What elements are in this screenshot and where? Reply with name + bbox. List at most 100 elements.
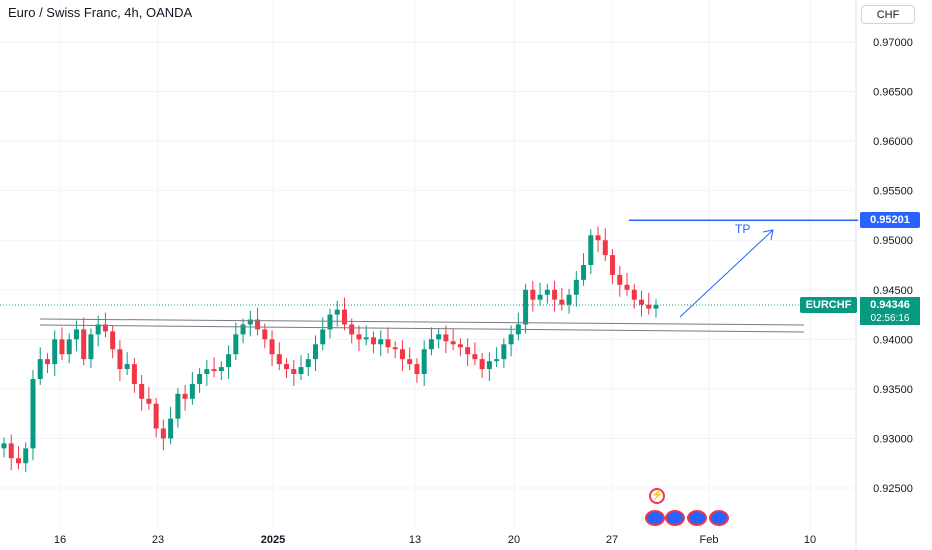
- dividend-event-icon[interactable]: [687, 510, 707, 526]
- candle-body: [44, 359, 50, 365]
- y-tick-label: 0.97000: [873, 37, 913, 49]
- candle-body: [262, 329, 268, 340]
- symbol-tag: EURCHF: [800, 297, 857, 313]
- candle-body: [602, 240, 608, 256]
- x-tick-label: 16: [54, 534, 66, 546]
- candle-body: [146, 398, 152, 404]
- candle-body: [544, 289, 550, 295]
- candle-body: [284, 364, 290, 370]
- y-tick-label: 0.95000: [873, 235, 913, 247]
- candle-body: [421, 349, 427, 375]
- time-axis[interactable]: 16 23 2025 13 20 27 Feb 10: [54, 534, 816, 546]
- candle-body: [385, 339, 391, 348]
- candle-body: [552, 289, 558, 300]
- support-line-lower: [39, 324, 805, 333]
- x-tick-label: 20: [508, 534, 520, 546]
- candle-body: [15, 458, 21, 464]
- candle-body: [530, 289, 536, 300]
- candle-body: [595, 235, 601, 241]
- x-tick-label: Feb: [700, 534, 719, 546]
- candle-body: [88, 334, 94, 360]
- candle-body: [226, 354, 232, 368]
- x-tick-label: 27: [606, 534, 618, 546]
- y-tick-label: 0.94500: [873, 285, 913, 297]
- candle-body: [276, 354, 282, 365]
- candle-body: [443, 334, 449, 342]
- candle-body: [631, 289, 637, 300]
- candle-body: [610, 255, 616, 275]
- candle-body: [581, 265, 587, 280]
- candle-body: [117, 349, 123, 370]
- candle-body: [508, 334, 514, 345]
- candle-body: [81, 329, 87, 360]
- candle-body: [291, 369, 297, 375]
- candle-body: [131, 364, 137, 384]
- candle-body: [298, 367, 304, 375]
- candle-body: [189, 383, 195, 399]
- candle-body: [486, 361, 492, 370]
- candle-body: [102, 324, 108, 332]
- dividend-event-icon[interactable]: [709, 510, 729, 526]
- chart-title: Euro / Swiss Franc, 4h, OANDA: [8, 5, 193, 20]
- flash-event-icon[interactable]: ⚡: [649, 488, 665, 504]
- candle-body: [428, 339, 434, 350]
- candle-body: [559, 299, 565, 305]
- candle-body: [465, 347, 471, 355]
- candle-body: [1, 443, 7, 449]
- candle-body: [218, 367, 224, 372]
- candle-body: [472, 354, 478, 360]
- candle-body: [653, 305, 659, 309]
- candle-body: [624, 284, 630, 290]
- candle-body: [378, 339, 384, 345]
- candle-body: [204, 369, 210, 375]
- candle-body: [52, 339, 58, 365]
- candle-body: [182, 393, 188, 399]
- y-tick-label: 0.95500: [873, 186, 913, 198]
- y-tick-label: 0.92500: [873, 483, 913, 495]
- currency-button[interactable]: CHF: [861, 5, 915, 24]
- candle-body: [255, 319, 261, 330]
- candle-body: [320, 329, 326, 345]
- support-line-upper: [39, 318, 805, 326]
- dividend-event-icon[interactable]: [665, 510, 685, 526]
- candle-body: [639, 299, 645, 305]
- candle-body: [494, 359, 500, 362]
- countdown-tag: 02:56:16: [860, 312, 920, 325]
- x-tick-label: 2025: [261, 534, 285, 546]
- candle-body: [153, 403, 159, 429]
- y-tick-label: 0.94000: [873, 334, 913, 346]
- candle-body: [313, 344, 319, 360]
- y-tick-label: 0.96500: [873, 87, 913, 99]
- candle-body: [110, 331, 116, 350]
- candle-body: [537, 294, 543, 300]
- candle-body: [240, 324, 246, 335]
- dividend-event-icon[interactable]: [645, 510, 665, 526]
- target-price-tag: 0.95201: [860, 212, 920, 228]
- arrow-head: [762, 229, 774, 241]
- x-tick-label: 10: [804, 534, 816, 546]
- candle-body: [356, 334, 362, 340]
- current-price-tag: 0.94346: [860, 297, 920, 313]
- candle-body: [450, 341, 456, 345]
- candle-body: [573, 279, 579, 295]
- candle-body: [66, 339, 72, 355]
- price-axis[interactable]: 0.97000 0.96500 0.96000 0.95500 0.95000 0.945…: [873, 37, 913, 495]
- candle-body: [59, 339, 65, 355]
- candle-body: [334, 309, 340, 315]
- x-tick-label: 13: [409, 534, 421, 546]
- event-icons[interactable]: ⚡: [643, 488, 733, 528]
- y-tick-label: 0.93000: [873, 433, 913, 445]
- candle-body: [160, 428, 166, 439]
- candle-body: [95, 324, 101, 335]
- candle-body: [399, 349, 405, 360]
- candle-body: [646, 304, 652, 309]
- candle-body: [233, 334, 239, 355]
- drawing-overlays: [0, 219, 858, 333]
- candle-body: [363, 337, 369, 340]
- candle-body: [37, 359, 43, 379]
- candle-body: [305, 359, 311, 368]
- candle-body: [8, 443, 14, 459]
- candle-body: [73, 329, 79, 340]
- candle-body: [175, 393, 181, 419]
